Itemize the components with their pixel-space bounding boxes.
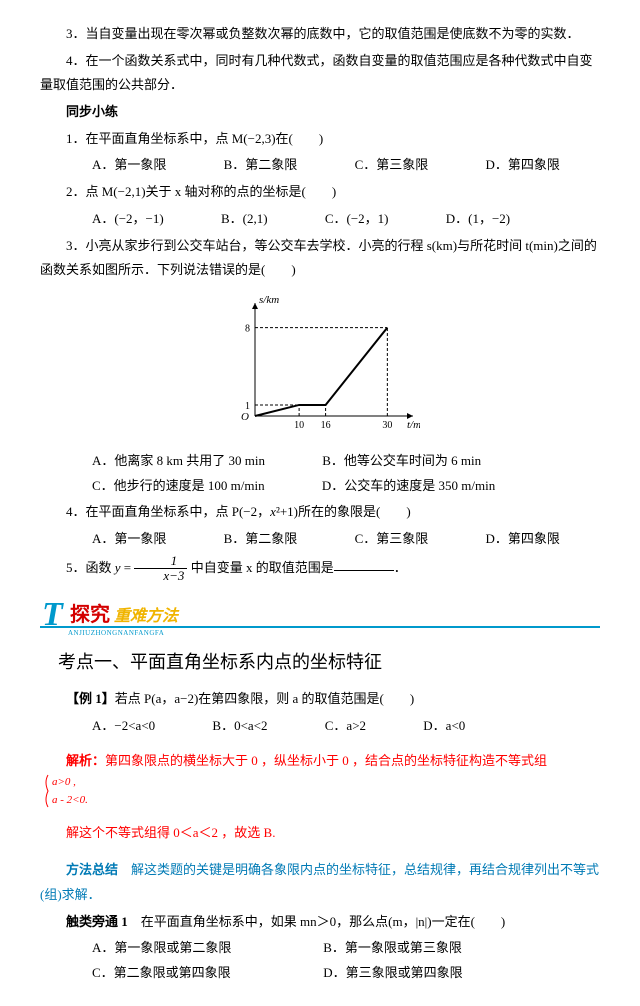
ex1-A: A．−2<a<0 (66, 714, 155, 739)
svg-text:O: O (241, 411, 249, 423)
cl1-stem: 触类旁通 1 在平面直角坐标系中，如果 mn＞0，那么点(m，|n|)一定在( … (40, 910, 600, 935)
q5-pre: 5．函数 (66, 559, 115, 574)
q5-den: x−3 (134, 569, 187, 583)
jiexi-line: 解析：第四象限点的横坐标大于 0 ，纵坐标小于 0 ，结合点的坐标特征构造不等式… (40, 749, 600, 810)
q5-num: 1 (134, 554, 187, 569)
ex1-options: A．−2<a<0 B．0<a<2 C．a>2 D．a<0 (40, 714, 600, 739)
q1-C: C．第三象限 (329, 153, 429, 178)
svg-text:s/km: s/km (259, 294, 279, 306)
ex1-D: D．a<0 (397, 714, 465, 739)
brace-icon: a>0 , a - 2<0. (44, 773, 104, 809)
brace-bot: a - 2<0. (52, 794, 88, 806)
jiexi2: 解这个不等式组得 0＜a＜2 ，故选 B. (40, 821, 600, 846)
q4-B: B．第二象限 (198, 527, 298, 552)
q3-C: C．他步行的速度是 100 m/min (66, 474, 265, 499)
cl1-label: 触类旁通 1 (66, 914, 128, 929)
cl1-D: D．第三象限或第四象限 (297, 961, 462, 986)
q5-blank (334, 557, 394, 571)
q5-frac: 1x−3 (134, 554, 187, 584)
q3-D: D．公交车的速度是 350 m/min (296, 474, 495, 499)
q3-chart: O 10 16 30 1 8 t/min s/km (40, 291, 600, 441)
q1-stem: 1．在平面直角坐标系中，点 M(−2,3)在( ) (40, 127, 600, 152)
cl1-row2: C．第二象限或第四象限 D．第三象限或第四象限 (40, 961, 600, 986)
q3-A: A．他离家 8 km 共用了 30 min (66, 449, 265, 474)
q5-post: 中自变量 x 的取值范围是 (187, 559, 333, 574)
q2-A: A．(−2，−1) (66, 207, 164, 232)
jiexi-text: 第四象限点的横坐标大于 0 ，纵坐标小于 0 ，结合点的坐标特征构造不等式组 (105, 753, 547, 768)
ex1-label: 【例 1】 (66, 691, 115, 706)
q4-stem-a: 4．在平面直角坐标系中，点 P(−2， (66, 504, 270, 519)
brace-top: a>0 , (52, 776, 76, 788)
fangfa-text: 解这类题的关键是明确各象限内点的坐标特征，总结规律，再结合规律列出不等式(组)求… (40, 862, 599, 902)
q2-stem: 2．点 M(−2,1)关于 x 轴对称的点的坐标是( ) (40, 180, 600, 205)
q2-B: B．(2,1) (195, 207, 268, 232)
intro-p3: 3．当自变量出现在零次幂或负整数次幂的底数中，它的取值范围是使底数不为零的实数． (40, 22, 600, 47)
svg-text:重难方法: 重难方法 (114, 607, 180, 625)
svg-text:10: 10 (294, 420, 304, 431)
cl1-C: C．第二象限或第四象限 (66, 961, 266, 986)
q3-options-row1: A．他离家 8 km 共用了 30 min B．他等公交车时间为 6 min (40, 449, 600, 474)
sync-title: 同步小练 (40, 100, 600, 125)
q4-D: D．第四象限 (459, 527, 559, 552)
cl1-A: A．第一象限或第二象限 (66, 936, 266, 961)
svg-text:t/min: t/min (407, 419, 420, 431)
svg-text:1: 1 (245, 401, 250, 412)
q4-A: A．第一象限 (66, 527, 166, 552)
q4-C: C．第三象限 (329, 527, 429, 552)
q3-options-row2: C．他步行的速度是 100 m/min D．公交车的速度是 350 m/min (40, 474, 600, 499)
intro-p4: 4．在一个函数关系式中，同时有几种代数式，函数自变量的取值范围应是各种代数式中自… (40, 49, 600, 98)
q3-stem: 3．小亮从家步行到公交车站台，等公交车去学校．小亮的行程 s(km)与所花时间 … (40, 234, 600, 283)
fangfa-label: 方法总结 (66, 862, 118, 877)
cl1-row1: A．第一象限或第二象限 B．第一象限或第三象限 (40, 936, 600, 961)
ex1-stem: 【例 1】若点 P(a，a−2)在第四象限，则 a 的取值范围是( ) (40, 687, 600, 712)
q4-options: A．第一象限 B．第二象限 C．第三象限 D．第四象限 (40, 527, 600, 552)
q1-A: A．第一象限 (66, 153, 166, 178)
q5-stem: 5．函数 y = 1x−3 中自变量 x 的取值范围是． (40, 554, 600, 584)
q1-B: B．第二象限 (198, 153, 298, 178)
q2-C: C．(−2，1) (299, 207, 389, 232)
q5-end: ． (394, 559, 407, 574)
cl1-text: 在平面直角坐标系中，如果 mn＞0，那么点(m，|n|)一定在( ) (128, 914, 506, 929)
q4-stem-c: ²+1)所在的象限是( ) (276, 504, 411, 519)
q2-D: D．(1，−2) (420, 207, 510, 232)
q3-B: B．他等公交车时间为 6 min (296, 449, 481, 474)
cl1-B: B．第一象限或第三象限 (297, 936, 462, 961)
ex1-text: 若点 P(a，a−2)在第四象限，则 a 的取值范围是( ) (115, 691, 414, 706)
svg-text:T: T (42, 597, 64, 633)
q1-D: D．第四象限 (459, 153, 559, 178)
jiexi-label: 解析： (66, 753, 105, 768)
fangfa-line: 方法总结 解这类题的关键是明确各象限内点的坐标特征，总结规律，再结合规律列出不等… (40, 858, 600, 907)
svg-text:8: 8 (245, 323, 250, 334)
q5-eq: = (121, 559, 135, 574)
ex1-B: B．0<a<2 (186, 714, 267, 739)
svg-text:探究: 探究 (70, 602, 110, 626)
q4-stem: 4．在平面直角坐标系中，点 P(−2，x²+1)所在的象限是( ) (40, 500, 600, 525)
svg-text:ANJIUZHONGNANFANGFA: ANJIUZHONGNANFANGFA (68, 629, 164, 637)
q2-options: A．(−2，−1) B．(2,1) C．(−2，1) D．(1，−2) (40, 207, 600, 232)
q1-options: A．第一象限 B．第二象限 C．第三象限 D．第四象限 (40, 153, 600, 178)
svg-text:30: 30 (382, 420, 392, 431)
ex1-C: C．a>2 (299, 714, 366, 739)
kaodian-title: 考点一、平面直角坐标系内点的坐标特征 (40, 645, 600, 679)
svg-text:16: 16 (321, 420, 331, 431)
section-banner: T探究重难方法 ANJIUZHONGNANFANGFA (40, 597, 600, 637)
